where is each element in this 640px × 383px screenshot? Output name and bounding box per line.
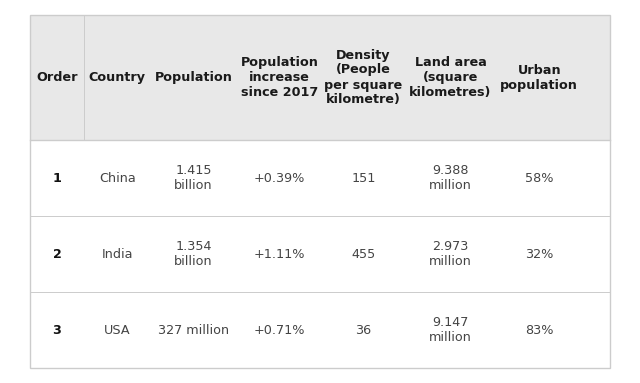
Text: 151: 151 — [351, 172, 376, 185]
Bar — [30, 140, 610, 216]
Text: Population: Population — [155, 71, 232, 84]
Text: +0.71%: +0.71% — [253, 324, 305, 337]
Text: 32%: 32% — [525, 247, 554, 260]
Text: 2.973
million: 2.973 million — [429, 240, 472, 268]
Text: 2: 2 — [52, 247, 61, 260]
Text: +0.39%: +0.39% — [253, 172, 305, 185]
Text: +1.11%: +1.11% — [253, 247, 305, 260]
Text: Land area
(square
kilometres): Land area (square kilometres) — [410, 56, 492, 99]
Text: 1: 1 — [52, 172, 61, 185]
Text: India: India — [102, 247, 133, 260]
Text: Order: Order — [36, 71, 77, 84]
Text: Country: Country — [89, 71, 146, 84]
Bar — [30, 15, 610, 140]
Text: Density
(People
per square
kilometre): Density (People per square kilometre) — [324, 49, 403, 106]
Text: Urban
population: Urban population — [500, 64, 578, 92]
Text: USA: USA — [104, 324, 131, 337]
Text: 327 million: 327 million — [158, 324, 229, 337]
Bar — [30, 292, 610, 368]
Text: China: China — [99, 172, 136, 185]
Text: 3: 3 — [52, 324, 61, 337]
Text: 9.388
million: 9.388 million — [429, 164, 472, 192]
Text: 58%: 58% — [525, 172, 554, 185]
Text: 1.354
billion: 1.354 billion — [174, 240, 213, 268]
Text: 83%: 83% — [525, 324, 554, 337]
Text: 9.147
million: 9.147 million — [429, 316, 472, 344]
Text: 455: 455 — [351, 247, 376, 260]
Text: Population
increase
since 2017: Population increase since 2017 — [241, 56, 318, 99]
Text: 1.415
billion: 1.415 billion — [174, 164, 213, 192]
Text: 36: 36 — [355, 324, 372, 337]
Bar — [30, 216, 610, 292]
